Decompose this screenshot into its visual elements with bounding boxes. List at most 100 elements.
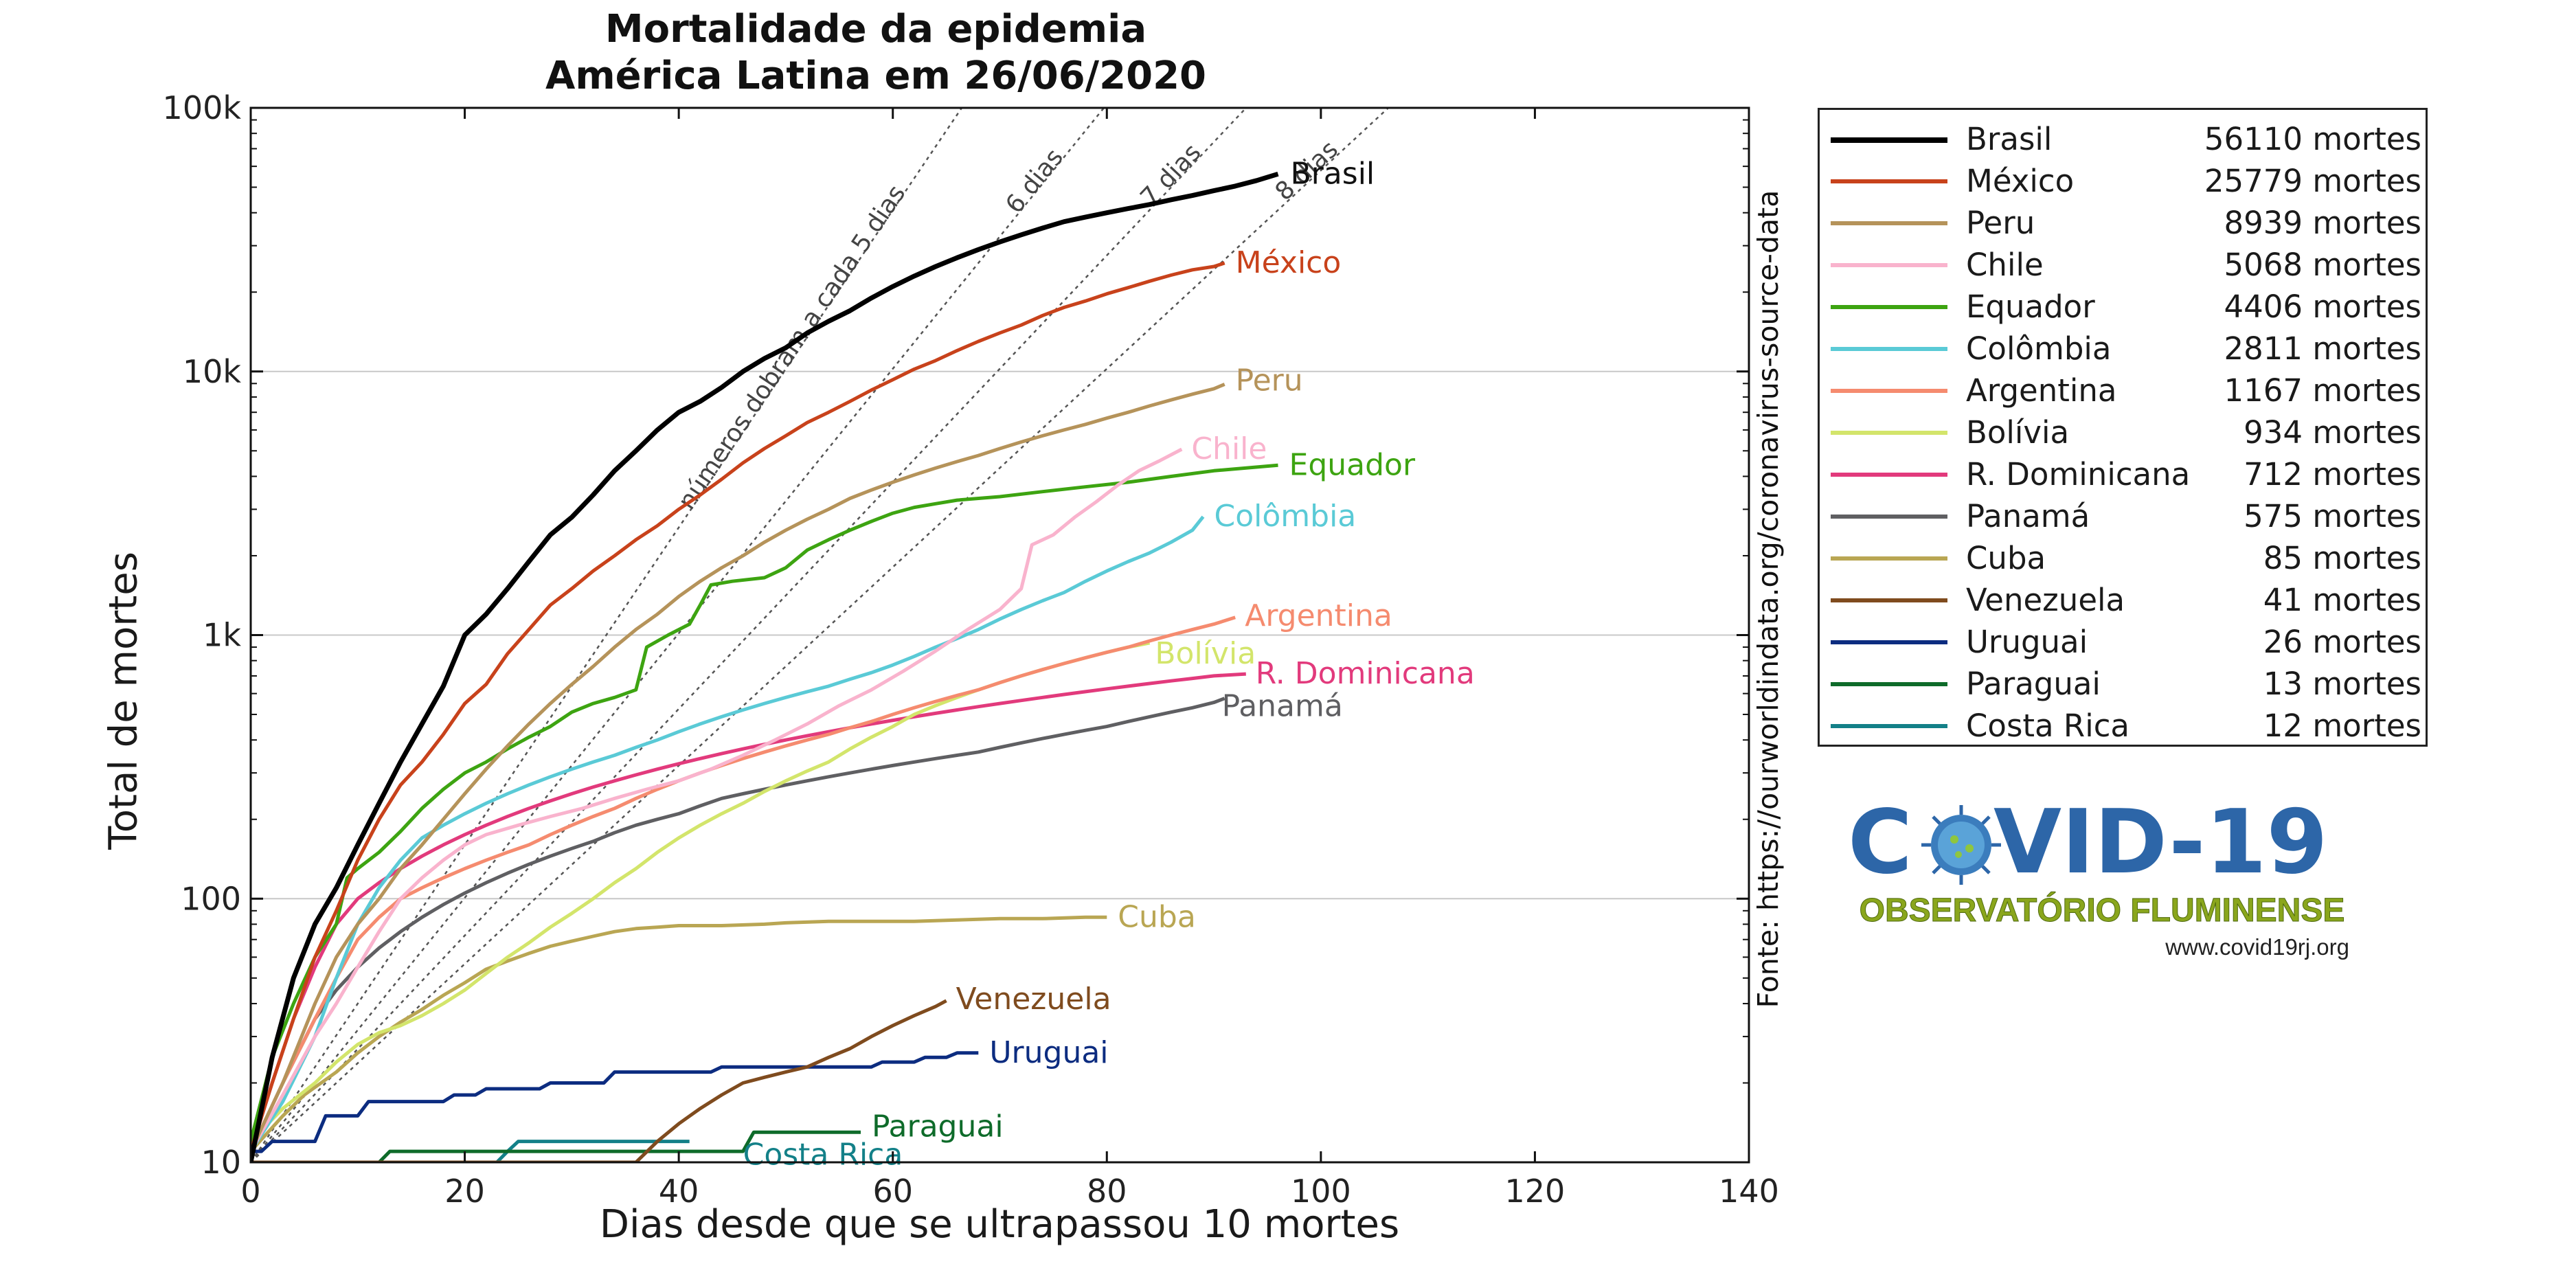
doubling-label-6: 6 dias [1000, 144, 1069, 219]
y-tick-label: 100 [181, 880, 241, 917]
legend-name: Bolívia [1966, 414, 2070, 451]
y-tick-label: 100k [163, 89, 242, 126]
legend-swatch [1831, 305, 1947, 309]
legend-name: México [1966, 163, 2075, 199]
legend-deaths: 25779 mortes [2204, 163, 2421, 199]
series-line-argentina [251, 615, 1236, 1153]
legend-swatch [1831, 598, 1947, 602]
svg-text:VID-19: VID-19 [1993, 791, 2328, 894]
series-line-uruguai [251, 1051, 979, 1153]
legend-item: R. Dominicana 712 mortes [1831, 453, 2421, 495]
legend-deaths: 13 mortes [2263, 666, 2421, 702]
series-line-m-xico [251, 261, 1225, 1152]
legend-item: Equador 4406 mortes [1831, 286, 2421, 328]
end-label-uruguai: Uruguai [989, 1035, 1108, 1070]
legend-deaths: 56110 mortes [2204, 121, 2421, 157]
legend-name: Paraguai [1966, 666, 2101, 702]
legend-item: Uruguai 26 mortes [1831, 621, 2421, 663]
series-line-paraguai [251, 1130, 861, 1162]
legend-name: Argentina [1966, 372, 2117, 409]
legend-swatch [1831, 221, 1947, 225]
end-label-bol-via: Bolívia [1155, 636, 1256, 671]
legend-item: Brasil 56110 mortes [1831, 118, 2421, 160]
covid-logo: C VID-19 [1848, 791, 2328, 894]
series-line-venezuela [251, 999, 947, 1162]
series-line-r-dominicana [251, 672, 1246, 1152]
y-tick-label: 1k [203, 617, 241, 654]
legend-deaths: 41 mortes [2263, 582, 2421, 618]
legend-deaths: 5068 mortes [2224, 247, 2421, 283]
end-label-peru: Peru [1236, 363, 1303, 398]
doubling-line-5-days [251, 108, 963, 1162]
series-line-peru [251, 383, 1225, 1153]
svg-text:C: C [1848, 791, 1914, 894]
end-label-col-mbia: Colômbia [1214, 499, 1356, 534]
x-tick-label: 0 [240, 1173, 260, 1210]
legend-item: Argentina 1167 mortes [1831, 370, 2421, 411]
legend-swatch [1831, 347, 1947, 351]
legend-deaths: 85 mortes [2263, 540, 2421, 576]
logo-url: www.covid19rj.org [2165, 934, 2349, 960]
legend-swatch [1831, 724, 1947, 728]
series-line-chile [251, 447, 1183, 1153]
legend-name: Costa Rica [1966, 708, 2130, 744]
doubling-line-8-days [251, 108, 1389, 1162]
legend-swatch [1831, 682, 1947, 686]
x-tick-label: 40 [659, 1173, 699, 1210]
legend-swatch [1831, 640, 1947, 644]
x-tick-label: 80 [1087, 1173, 1127, 1210]
legend-name: Venezuela [1966, 582, 2125, 618]
x-tick-label: 20 [444, 1173, 485, 1210]
legend-swatch [1831, 431, 1947, 435]
legend-deaths: 12 mortes [2263, 708, 2421, 744]
legend-swatch [1831, 515, 1947, 519]
legend-name: Equador [1966, 289, 2095, 325]
legend-name: R. Dominicana [1966, 456, 2191, 493]
series-line-equador [251, 463, 1278, 1142]
end-label-venezuela: Venezuela [956, 982, 1111, 1017]
legend-item: Peru 8939 mortes [1831, 202, 2421, 244]
end-label-panam-: Panamá [1222, 689, 1343, 724]
legend-name: Colômbia [1966, 330, 2112, 367]
legend-deaths: 575 mortes [2244, 498, 2421, 534]
end-label-cuba: Cuba [1118, 899, 1196, 934]
x-axis-label: Dias desde que se ultrapassou 10 mortes [599, 1202, 1400, 1247]
end-label-brasil: Brasil [1291, 156, 1375, 191]
end-label-costa-rica: Costa Rica [743, 1138, 903, 1173]
legend-item: Colômbia 2811 mortes [1831, 328, 2421, 370]
series-end-labels: Brasil México Peru Chile Equador Colômbia Arge… [743, 156, 1475, 1172]
legend-item: Chile 5068 mortes [1831, 244, 2421, 286]
doubling-label-5: números dobram a cada 5 dias [673, 180, 911, 515]
end-label-paraguai: Paraguai [872, 1109, 1004, 1144]
axes: 0 20 40 60 80 100 120 140 10 100 1k 10k 100k [163, 89, 1779, 1210]
legend: Brasil 56110 mortes México 25779 mortes Peru… [1818, 108, 2428, 747]
end-label-argentina: Argentina [1245, 598, 1392, 633]
y-tick-label: 10k [183, 353, 242, 390]
legend-deaths: 26 mortes [2263, 624, 2421, 660]
x-tick-label: 100 [1291, 1173, 1351, 1210]
x-tick-label: 60 [872, 1173, 913, 1210]
doubling-lines [251, 108, 1389, 1162]
legend-swatch [1831, 263, 1947, 267]
series-line-brasil [251, 171, 1279, 1162]
legend-swatch [1831, 556, 1947, 561]
legend-deaths: 712 mortes [2244, 456, 2421, 493]
x-tick-label: 120 [1505, 1173, 1566, 1210]
legend-name: Chile [1966, 247, 2044, 283]
logo-subtitle: OBSERVATÓRIO FLUMINENSE [1859, 892, 2345, 929]
legend-name: Peru [1966, 205, 2035, 241]
legend-item: Panamá 575 mortes [1831, 495, 2421, 537]
legend-item: México 25779 mortes [1831, 160, 2421, 202]
chart-subtitle: América Latina em 26/06/2020 [545, 54, 1206, 98]
legend-name: Uruguai [1966, 624, 2088, 660]
legend-item: Venezuela 41 mortes [1831, 579, 2421, 621]
chart-title: Mortalidade da epidemia [605, 7, 1147, 52]
legend-item: Paraguai 13 mortes [1831, 663, 2421, 705]
legend-swatch [1831, 389, 1947, 393]
virus-icon [1921, 805, 2001, 885]
y-axis-label: Total de mortes [101, 552, 146, 850]
grid-lines [251, 370, 1749, 900]
end-label-equador: Equador [1289, 447, 1416, 482]
legend-deaths: 1167 mortes [2224, 372, 2421, 409]
legend-swatch [1831, 179, 1947, 183]
